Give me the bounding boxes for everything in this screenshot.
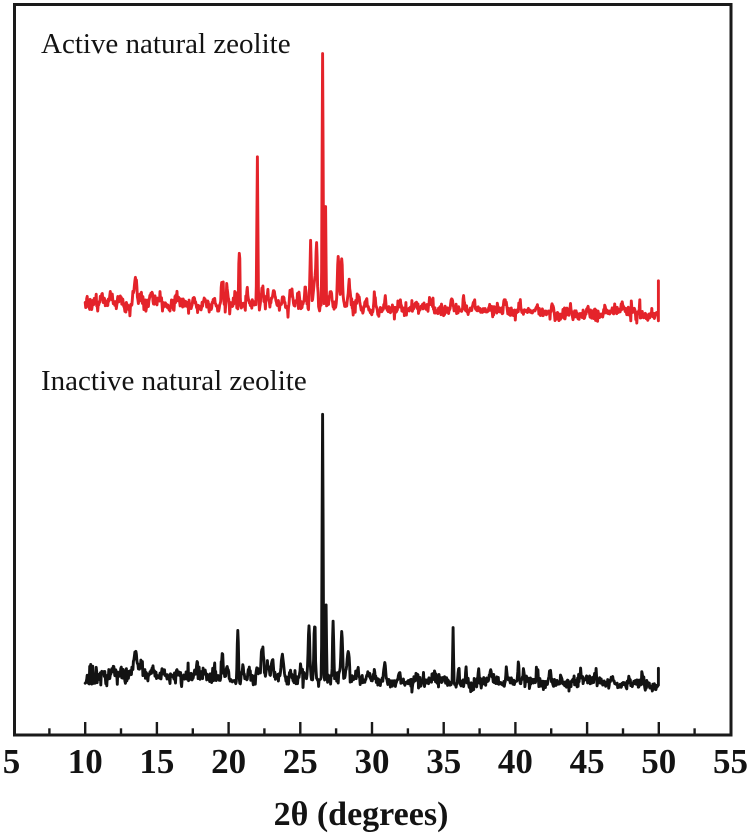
- svg-text:55: 55: [713, 742, 748, 781]
- svg-text:20: 20: [211, 742, 246, 781]
- svg-text:45: 45: [570, 742, 605, 781]
- svg-text:Active natural zeolite: Active natural zeolite: [41, 28, 291, 60]
- svg-text:5: 5: [3, 742, 21, 781]
- svg-text:25: 25: [283, 742, 318, 781]
- svg-text:2θ (degrees): 2θ (degrees): [274, 796, 449, 833]
- svg-text:30: 30: [355, 742, 390, 781]
- svg-text:15: 15: [139, 742, 174, 781]
- svg-text:Inactive natural zeolite: Inactive natural zeolite: [41, 365, 307, 397]
- svg-text:50: 50: [641, 742, 676, 781]
- svg-text:35: 35: [426, 742, 461, 781]
- svg-text:40: 40: [498, 742, 533, 781]
- svg-text:10: 10: [68, 742, 103, 781]
